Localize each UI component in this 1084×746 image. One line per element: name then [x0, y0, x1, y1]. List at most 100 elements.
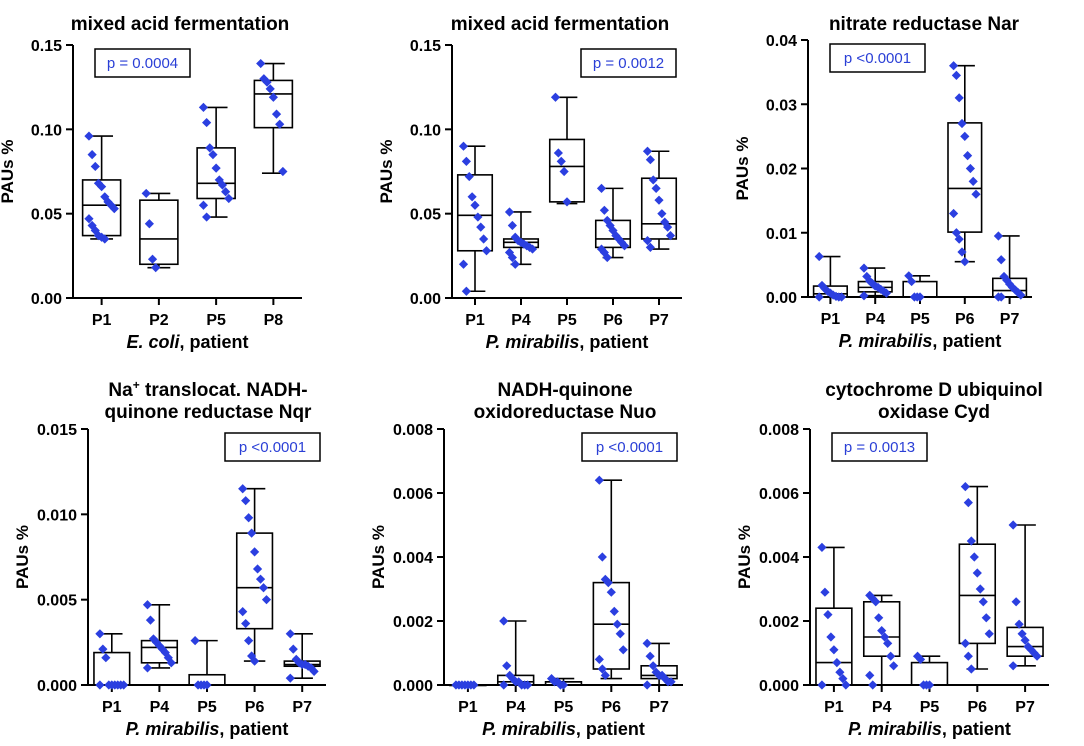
data-point	[880, 632, 890, 642]
data-point	[817, 542, 827, 552]
box-P1	[81, 131, 122, 244]
data-point	[951, 228, 961, 238]
panel-title-line: cytochrome D ubiquinol	[825, 380, 1042, 401]
data-point	[141, 188, 151, 199]
y-axis-label: PAUs %	[735, 525, 754, 589]
x-tick-label: P1	[458, 699, 478, 716]
data-point	[642, 638, 652, 648]
y-tick-label: 0.015	[37, 422, 77, 439]
data-point	[971, 189, 981, 199]
data-point	[615, 629, 625, 639]
data-point	[823, 286, 833, 296]
y-tick-label: 0.15	[31, 38, 62, 55]
data-point	[862, 271, 872, 282]
data-point	[609, 606, 619, 616]
data-point	[473, 212, 483, 222]
box-iqr	[1006, 626, 1044, 658]
box-P6	[235, 484, 274, 666]
data-point	[596, 183, 607, 193]
data-point	[261, 595, 272, 605]
data-point	[949, 61, 959, 71]
data-point	[553, 148, 563, 158]
data-point	[1008, 661, 1018, 671]
box-P4	[496, 616, 535, 690]
box-P7	[283, 629, 321, 683]
box-P7	[640, 638, 678, 690]
box-iqr	[991, 277, 1028, 298]
y-tick-label: 0.00	[766, 290, 797, 307]
x-axis-label-species: P. mirabilis	[839, 331, 933, 351]
data-point	[208, 150, 218, 160]
data-point	[84, 214, 94, 224]
data-point	[479, 234, 489, 244]
data-point	[663, 222, 673, 232]
data-point	[98, 644, 108, 654]
pvalue-text: p <0.0001	[844, 50, 911, 67]
panel-title-line: quinone reductase Nqr	[105, 402, 313, 423]
box-P6	[594, 183, 632, 263]
data-point	[562, 197, 572, 207]
data-point	[285, 629, 295, 639]
y-tick-label: 0.00	[31, 291, 62, 308]
x-axis-label-species: P. mirabilis	[126, 719, 220, 739]
data-point	[600, 670, 610, 680]
data-point	[255, 574, 266, 584]
data-point	[975, 584, 985, 594]
box-iqr	[594, 219, 632, 249]
panel-title-line: oxidoreductase Nuo	[474, 402, 657, 423]
data-point	[594, 475, 604, 485]
x-tick-label: P5	[920, 699, 940, 716]
data-point	[968, 176, 978, 186]
data-point	[1007, 282, 1017, 292]
y-tick-label: 0.008	[759, 422, 799, 439]
y-tick-label: 0.000	[393, 678, 433, 695]
x-tick-label: P2	[149, 312, 169, 329]
data-point	[597, 664, 607, 674]
data-point	[556, 156, 566, 166]
data-point	[101, 653, 111, 663]
data-point	[618, 645, 628, 655]
pvalue-text: p <0.0001	[239, 439, 306, 456]
data-point	[109, 204, 119, 214]
data-point	[868, 680, 878, 690]
data-point	[154, 641, 164, 651]
x-tick-label: P4	[506, 699, 526, 716]
data-point	[271, 109, 282, 119]
x-tick-label: P1	[102, 699, 122, 716]
data-point	[874, 613, 884, 623]
data-point	[915, 292, 925, 302]
data-point	[523, 680, 533, 690]
y-axis-label: PAUs %	[377, 140, 396, 204]
box-P4	[140, 600, 179, 673]
data-point	[981, 613, 991, 623]
x-tick-label: P7	[1015, 699, 1035, 716]
data-point	[960, 638, 970, 648]
data-point	[642, 680, 652, 690]
box-P4	[862, 590, 901, 690]
data-point	[619, 241, 630, 251]
x-axis-label: P. mirabilis, patient	[126, 719, 289, 739]
data-point	[250, 547, 260, 557]
y-tick-label: 0.04	[766, 33, 797, 50]
x-tick-label: P7	[649, 699, 669, 716]
data-point	[510, 259, 520, 269]
data-point	[499, 616, 509, 626]
x-tick-label: P4	[511, 312, 531, 329]
data-point	[84, 131, 94, 141]
data-point	[877, 626, 887, 636]
box-P7	[991, 231, 1028, 302]
data-point	[144, 219, 154, 229]
data-point	[205, 143, 215, 153]
y-tick-label: 0.002	[393, 614, 433, 631]
x-tick-label: P5	[554, 699, 574, 716]
data-point	[552, 677, 563, 687]
x-axis-label: P. mirabilis, patient	[848, 719, 1011, 739]
panel-title: mixed acid fermentation	[71, 14, 290, 35]
data-point	[1014, 619, 1024, 629]
data-point	[241, 618, 251, 629]
data-point	[960, 257, 970, 267]
x-tick-label: P5	[910, 311, 930, 328]
data-point	[654, 195, 664, 205]
y-tick-label: 0.010	[37, 507, 77, 524]
